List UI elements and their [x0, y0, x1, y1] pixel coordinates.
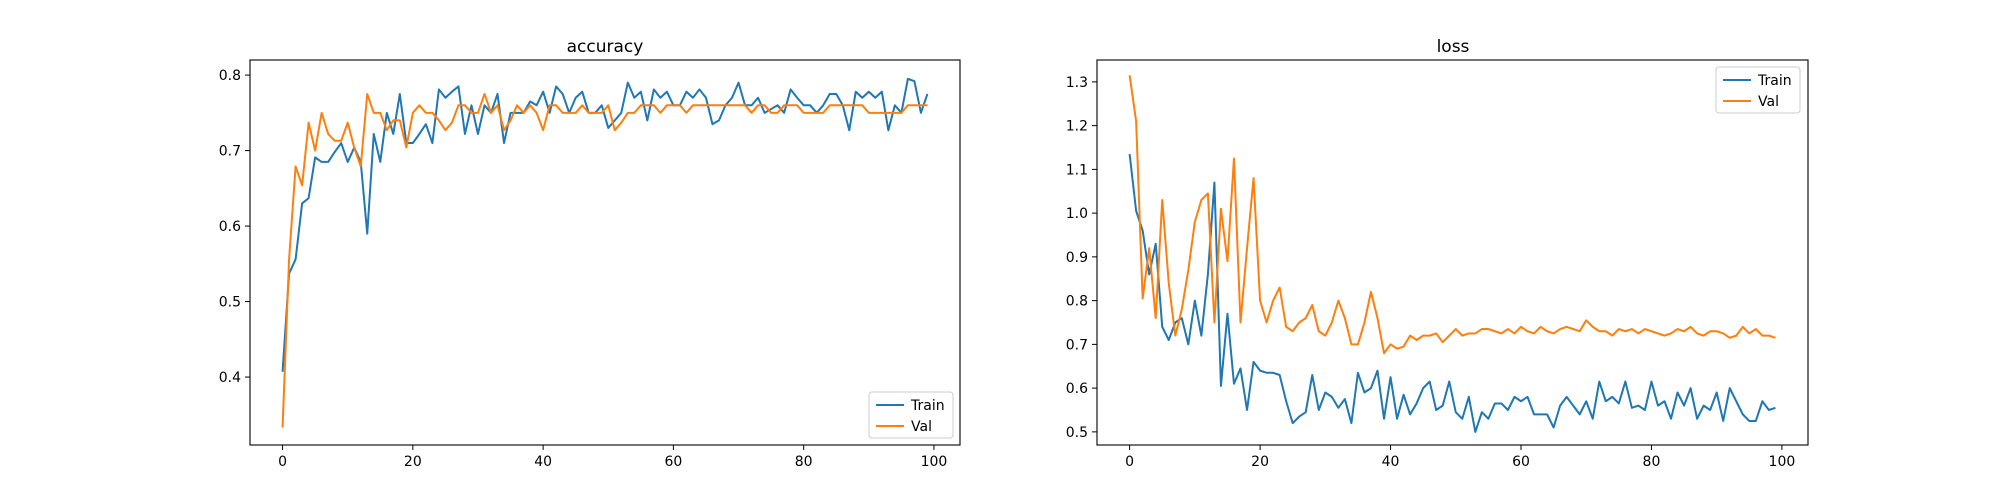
loss-chart: loss 0 20 40 60 80 100 0.5 0.6 0.7 0.8 0.9 1.0 1.1 1.…	[1066, 37, 1809, 470]
y-tick-label: 0.7	[219, 144, 241, 160]
legend-label-val: Val	[1758, 94, 1779, 110]
chart-title: loss	[1437, 37, 1470, 57]
legend: Train Val	[868, 391, 954, 439]
plot-area	[249, 59, 961, 446]
series-lines	[281, 77, 929, 428]
y-tick-label: 0.4	[219, 370, 241, 386]
y-tick-label: 1.3	[1066, 75, 1088, 91]
x-tick-label: 80	[1643, 454, 1661, 470]
y-tick-label: 0.5	[1066, 425, 1088, 441]
x-tick-label: 60	[1512, 454, 1530, 470]
series-line-val	[281, 92, 928, 428]
x-tick-label: 40	[534, 454, 552, 470]
y-tick-label: 0.9	[1066, 250, 1088, 266]
axis-ticks: 0 20 40 60 80 100 0.5 0.6 0.7 0.8 0.9 1.0 1.1 1.2 1.3	[1066, 75, 1796, 470]
y-tick-label: 0.8	[1066, 294, 1088, 310]
y-tick-label: 0.7	[1066, 337, 1088, 353]
x-tick-label: 60	[664, 454, 682, 470]
y-tick-label: 0.6	[1066, 381, 1088, 397]
plot-area	[1096, 59, 1809, 446]
series-lines	[1128, 75, 1776, 433]
legend-label-train: Train	[910, 398, 945, 414]
series-line-train	[1128, 153, 1776, 433]
y-tick-label: 0.6	[219, 219, 241, 235]
legend-label-train: Train	[1757, 73, 1792, 89]
y-tick-label: 1.1	[1066, 162, 1088, 178]
x-tick-label: 20	[1251, 454, 1269, 470]
y-tick-label: 1.0	[1066, 206, 1088, 222]
accuracy-chart: accuracy 0 20 40 60 80 100 0.4 0.5 0.6 0.7 0.8 Tra…	[219, 37, 961, 470]
y-tick-label: 1.2	[1066, 119, 1088, 135]
y-tick-label: 0.8	[219, 68, 241, 84]
axis-ticks: 0 20 40 60 80 100 0.4 0.5 0.6 0.7 0.8	[219, 68, 948, 470]
x-tick-label: 80	[795, 454, 813, 470]
series-line-train	[281, 77, 929, 372]
legend: Train Val	[1715, 66, 1801, 114]
x-tick-label: 40	[1382, 454, 1400, 470]
x-tick-label: 20	[404, 454, 422, 470]
y-tick-label: 0.5	[219, 295, 241, 311]
x-tick-label: 100	[921, 454, 948, 470]
legend-label-val: Val	[911, 419, 932, 435]
chart-title: accuracy	[567, 37, 644, 57]
x-tick-label: 100	[1769, 454, 1796, 470]
x-tick-label: 0	[1125, 454, 1134, 470]
x-tick-label: 0	[278, 454, 287, 470]
series-line-val	[1128, 75, 1776, 355]
